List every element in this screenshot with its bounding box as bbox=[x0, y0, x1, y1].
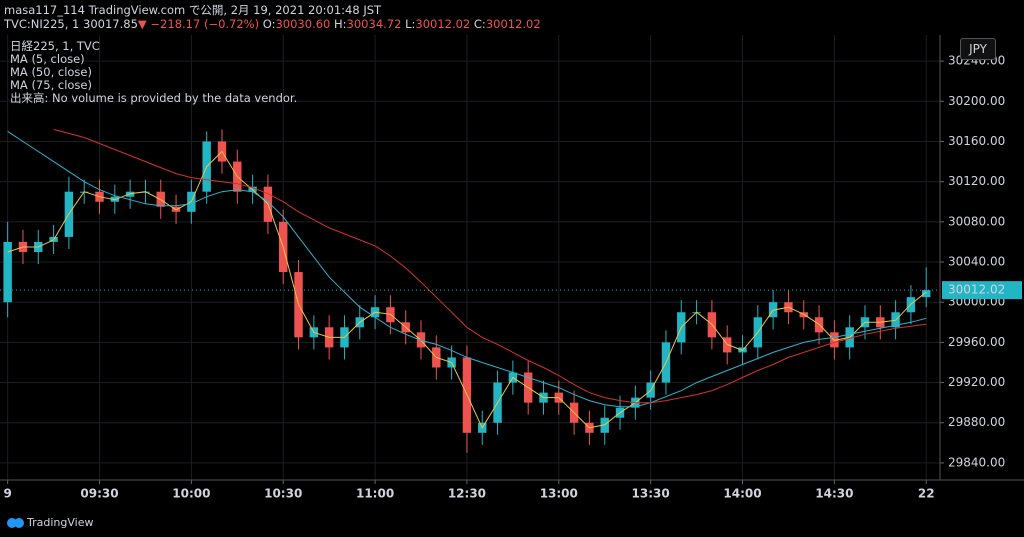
x-tick-label: 14:30 bbox=[815, 487, 853, 501]
last: 30017.85 bbox=[83, 17, 138, 31]
ma-line bbox=[53, 128, 927, 404]
x-tick-label: 14:00 bbox=[723, 487, 761, 501]
y-tick-label: 30200.00 bbox=[948, 94, 1005, 108]
o-label: O: bbox=[262, 17, 276, 31]
h-value: 30034.72 bbox=[346, 17, 402, 31]
c-label: C: bbox=[473, 17, 486, 31]
y-tick-label: 29840.00 bbox=[948, 455, 1005, 469]
brand: TradingView bbox=[6, 516, 93, 529]
legend-entry: MA (50, close) bbox=[10, 65, 92, 79]
last-price-label: 30012.02 bbox=[948, 283, 1005, 297]
candle-body bbox=[3, 241, 12, 303]
volume-note: 出来高: No volume is provided by the data v… bbox=[10, 91, 298, 105]
change: −218.17 (−0.72%) bbox=[150, 17, 260, 31]
l-label: L: bbox=[405, 17, 416, 31]
h-label: H: bbox=[334, 17, 347, 31]
arrow: ▼ bbox=[137, 17, 147, 31]
currency-button[interactable]: JPY bbox=[960, 38, 996, 60]
x-tick-label: 9 bbox=[3, 487, 11, 501]
last-price-tag bbox=[942, 281, 1022, 300]
legend-entry: MA (5, close) bbox=[10, 52, 85, 66]
o-value: 30030.60 bbox=[275, 17, 331, 31]
ma-line bbox=[7, 150, 927, 429]
y-tick-label: 30160.00 bbox=[948, 134, 1005, 148]
x-tick-label: 13:30 bbox=[632, 487, 670, 501]
legend-title: 日経225, 1, TVC bbox=[10, 39, 100, 53]
y-tick-label: 30120.00 bbox=[948, 174, 1005, 188]
candle-body bbox=[922, 290, 931, 298]
legend: 日経225, 1, TVC MA (5, close) MA (50, clos… bbox=[10, 40, 297, 105]
x-tick-label: 13:00 bbox=[540, 487, 578, 501]
y-tick-label: 29880.00 bbox=[948, 415, 1005, 429]
symbol: TVC:NI225, 1 bbox=[4, 17, 80, 31]
brand-text: TradingView bbox=[27, 516, 94, 529]
x-tick-label: 09:30 bbox=[80, 487, 118, 501]
legend-entry: MA (75, close) bbox=[10, 78, 92, 92]
logo bbox=[7, 517, 24, 528]
plot-background bbox=[0, 35, 1024, 537]
y-tick-label: 29960.00 bbox=[948, 335, 1005, 349]
y-tick-label: 30080.00 bbox=[948, 214, 1005, 228]
x-tick-label: 10:30 bbox=[264, 487, 302, 501]
x-tick-label: 11:00 bbox=[356, 487, 394, 501]
l-value: 30012.02 bbox=[415, 17, 471, 31]
publisher-line: masa117_114 TradingView.com で公開, 2月 19, … bbox=[4, 3, 382, 17]
ma-line bbox=[7, 130, 927, 408]
y-tick-label: 29920.00 bbox=[948, 375, 1005, 389]
x-tick-label: 12:30 bbox=[448, 487, 486, 501]
ohlc-line: TVC:NI225, 1 30017.85▼ −218.17 (−0.72%) … bbox=[4, 17, 541, 31]
c-value: 30012.02 bbox=[485, 17, 541, 31]
header-band bbox=[0, 0, 1024, 33]
y-tick-label: 30040.00 bbox=[948, 255, 1005, 269]
x-tick-label: 10:00 bbox=[172, 487, 210, 501]
x-tick-label: 22 bbox=[918, 487, 935, 501]
